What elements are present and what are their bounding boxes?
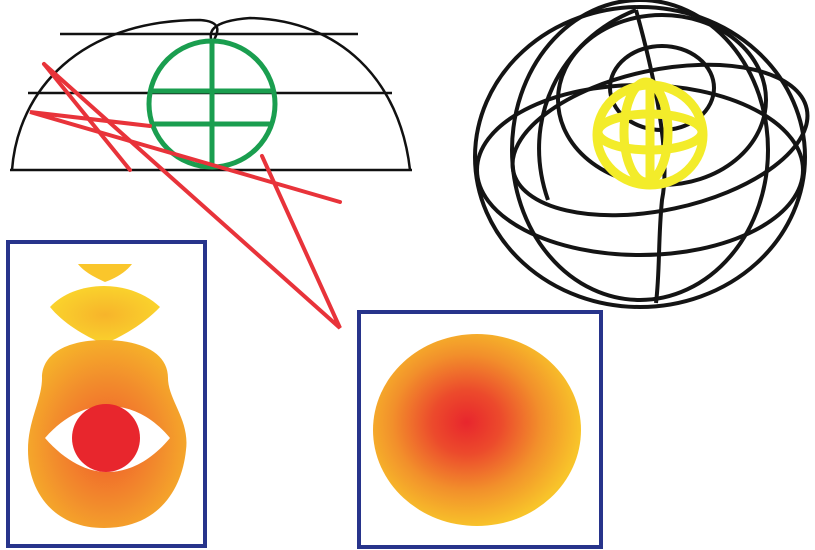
vertical-section bbox=[6, 240, 207, 548]
sphere-outline bbox=[473, 5, 807, 309]
leader-line-to-horizontal-section bbox=[42, 62, 342, 330]
horizontal-section bbox=[357, 310, 603, 549]
top-cap-lobe bbox=[78, 264, 132, 282]
sphere-spine bbox=[634, 9, 667, 304]
sphere-arc-left bbox=[537, 8, 637, 201]
radial-disc bbox=[373, 334, 581, 526]
leader-lines bbox=[29, 62, 342, 330]
circle-cross-marker-icon bbox=[146, 38, 278, 170]
sphere-meridian-front bbox=[510, 0, 770, 302]
sphere-marker-icon bbox=[592, 77, 708, 190]
sphere-meridian-tilted bbox=[510, 62, 810, 218]
leader-line-upper-left bbox=[42, 62, 132, 172]
hemisphere-arc-right bbox=[209, 16, 412, 171]
leader-line-to-vertical-section bbox=[29, 110, 342, 204]
eye-pupil bbox=[72, 404, 140, 472]
wireframe-sphere bbox=[473, 0, 810, 309]
hemisphere-arc-left bbox=[10, 18, 219, 171]
upper-lens-lobe bbox=[50, 286, 160, 344]
